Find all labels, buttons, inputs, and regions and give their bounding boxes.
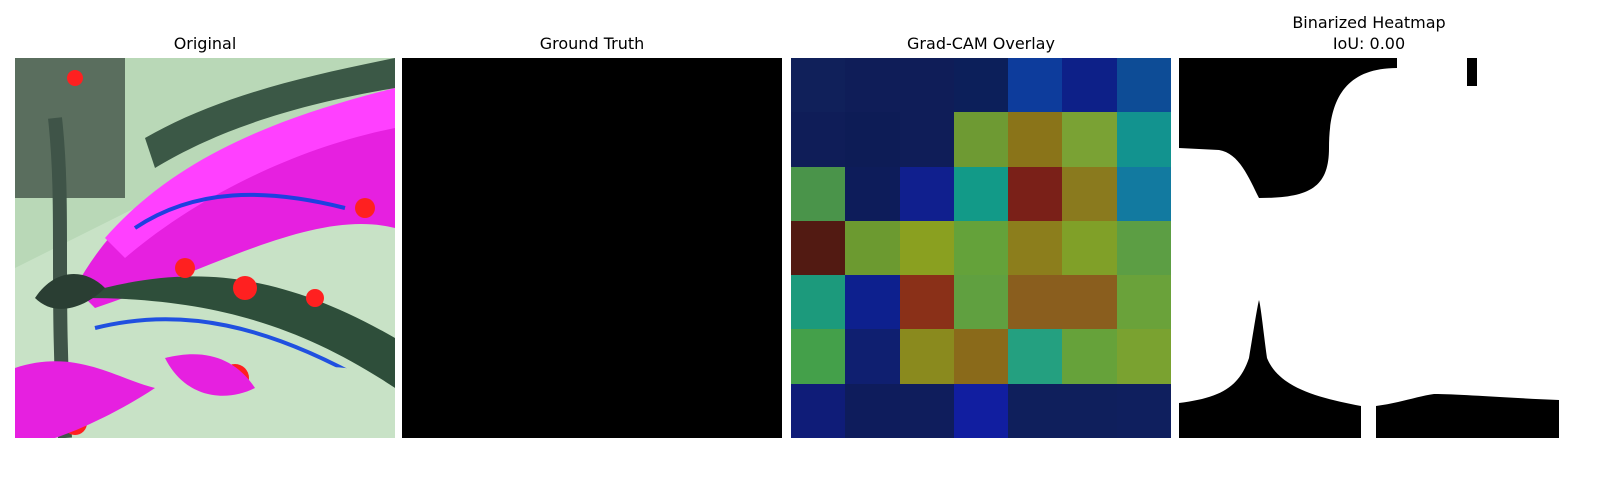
gradcam-cell	[953, 220, 1009, 276]
gradcam-cell	[1116, 383, 1171, 438]
gradcam-cell	[953, 58, 1009, 113]
gradcam-cell	[791, 220, 846, 276]
gradcam-cell	[899, 58, 954, 113]
gradcam-cell	[1062, 220, 1117, 276]
gradcam-cell	[1062, 112, 1117, 167]
gradcam-cell	[899, 275, 954, 330]
gradcam-cell	[1116, 275, 1171, 330]
gradcam-cell	[899, 220, 954, 276]
gradcam-cell	[1062, 329, 1117, 384]
gradcam-cell	[953, 329, 1009, 384]
binarized-heatmap	[1179, 58, 1559, 438]
gradcam-cell	[1008, 166, 1063, 221]
gradcam-cell	[791, 166, 846, 221]
gradcam-overlay	[791, 58, 1171, 438]
ground-truth-title: Ground Truth	[539, 34, 645, 53]
gradcam-cell	[899, 112, 954, 167]
gradcam-cell	[845, 275, 900, 330]
gradcam-cell	[1116, 329, 1171, 384]
gradcam-cell	[1116, 112, 1171, 167]
gradcam-cell	[845, 58, 900, 113]
ground-truth-mask	[402, 58, 782, 438]
gradcam-cell	[899, 329, 954, 384]
binarized-iou-label: IoU: 0.00	[1332, 34, 1406, 53]
gradcam-cell	[791, 112, 846, 167]
gradcam-cell	[1062, 166, 1117, 221]
gradcam-cell	[1008, 112, 1063, 167]
gradcam-cell	[953, 383, 1009, 438]
gradcam-cell	[953, 112, 1009, 167]
gradcam-cell	[791, 329, 846, 384]
gradcam-cell	[1116, 58, 1171, 113]
original-title: Original	[173, 34, 237, 53]
gradcam-cell	[1008, 275, 1063, 330]
gradcam-cell	[899, 383, 954, 438]
gradcam-cell	[1008, 329, 1063, 384]
original-image-canvas	[15, 58, 395, 438]
gradcam-cell	[845, 220, 900, 276]
gradcam-cell	[791, 383, 846, 438]
gradcam-cell	[1116, 166, 1171, 221]
gradcam-cell	[1062, 275, 1117, 330]
gradcam-cell	[1062, 383, 1117, 438]
binarized-title: Binarized Heatmap	[1292, 13, 1446, 32]
gradcam-cell	[953, 166, 1009, 221]
gradcam-cell	[1008, 58, 1063, 113]
original-image	[15, 58, 395, 438]
gradcam-cell	[845, 166, 900, 221]
gradcam-cell	[845, 329, 900, 384]
gradcam-cell	[791, 58, 846, 113]
gradcam-cell	[899, 166, 954, 221]
gradcam-cell	[1008, 383, 1063, 438]
gradcam-cell	[1116, 220, 1171, 276]
gradcam-cell	[953, 275, 1009, 330]
binarized-heatmap-canvas	[1179, 58, 1559, 438]
gradcam-cell	[845, 383, 900, 438]
gradcam-cell	[1062, 58, 1117, 113]
gradcam-title: Grad-CAM Overlay	[907, 34, 1055, 53]
gradcam-cell	[1008, 220, 1063, 276]
gradcam-grid	[791, 58, 1171, 438]
gradcam-cell	[845, 112, 900, 167]
gradcam-cell	[791, 275, 846, 330]
